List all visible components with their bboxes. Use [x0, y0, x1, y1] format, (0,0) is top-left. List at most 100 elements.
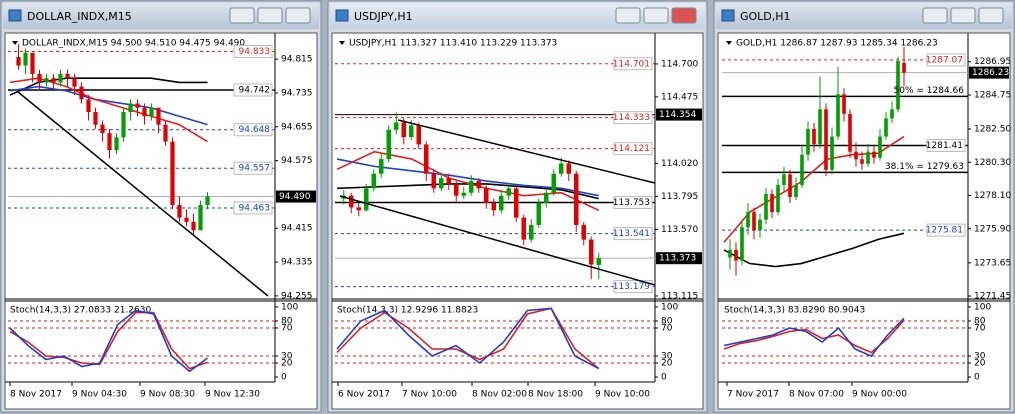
candle-body [386, 129, 391, 160]
candle-body [371, 173, 376, 189]
candle-body [198, 204, 203, 231]
close-button[interactable] [285, 7, 311, 24]
stoch-tick-label: 30 [974, 352, 986, 362]
candle-body [100, 124, 105, 134]
y-tick-label: 94.735 [281, 88, 313, 98]
candle-body [491, 202, 496, 211]
y-tick-label: 114.475 [661, 92, 698, 102]
candle-body [461, 192, 466, 196]
candle-body [163, 124, 168, 142]
y-tick-label: 1275.90 [974, 224, 1011, 234]
y-tick-label: 94.815 [281, 55, 313, 65]
price-box-label: 114.354 [659, 110, 696, 120]
candle-body [128, 103, 133, 112]
maximize-button[interactable] [643, 7, 669, 24]
y-tick-label: 94.255 [281, 291, 313, 301]
stoch-tick-label: 30 [281, 352, 293, 362]
candle-body [878, 136, 882, 158]
candle-body [521, 217, 526, 240]
level-tag [613, 142, 653, 156]
candle-body [866, 151, 870, 164]
time-label: 9 Nov 10:00 [595, 390, 650, 400]
candle-body [836, 94, 840, 137]
candle-body [409, 125, 414, 138]
candle-body [23, 52, 28, 66]
price-box-label: 113.373 [659, 254, 696, 264]
close-button[interactable] [978, 7, 1004, 24]
minimize-button[interactable] [615, 7, 641, 24]
y-tick-label: 1282.50 [974, 125, 1011, 135]
minimize-button[interactable] [229, 7, 255, 24]
candle-body [860, 159, 864, 164]
candle-body [424, 144, 429, 174]
candle-body [544, 192, 549, 203]
y-tick-label: 114.020 [661, 159, 698, 169]
stoch-line [9, 309, 208, 373]
window-icon [335, 9, 349, 22]
candle-body [890, 109, 894, 119]
level-tag [613, 111, 653, 125]
trend-line [339, 195, 656, 286]
level-tag [926, 223, 966, 237]
price-box [969, 66, 1009, 79]
stoch-tick-label: 70 [661, 324, 673, 334]
level-tag [926, 138, 966, 152]
candle-body [574, 173, 579, 225]
minimize-button[interactable] [922, 7, 948, 24]
chart-area [331, 32, 704, 410]
window-icon [721, 9, 735, 22]
moving-average [9, 77, 208, 143]
candle-body [431, 173, 436, 189]
candle-body [788, 174, 792, 198]
candle-body [72, 78, 77, 87]
candle-body [454, 183, 459, 196]
level-label: 113.179 [613, 282, 650, 292]
candle-body [854, 151, 858, 160]
stoch-header: Stoch(14,3,3) 27.0833 21.2630 [10, 306, 151, 316]
y-tick-label: 114.700 [661, 59, 698, 69]
level-label: 114.333 [613, 113, 650, 123]
y-tick-label: 94.415 [281, 224, 313, 234]
trend-line [17, 91, 269, 297]
candle-body [902, 62, 906, 73]
candle-body [830, 136, 834, 170]
price-box-label: 94.490 [279, 192, 311, 202]
level-tag [613, 227, 653, 241]
candle-body [37, 73, 42, 83]
candle-body [121, 111, 126, 138]
price-box [276, 190, 316, 203]
chart-header: USDJPY,H1 113.327 113.410 113.229 113.37… [349, 39, 557, 49]
time-label: 9 Nov 00:00 [852, 390, 907, 400]
candle-body [740, 227, 744, 261]
candle-body [818, 109, 822, 145]
candle-body [782, 174, 786, 185]
level-tag [926, 53, 966, 67]
stoch-line [723, 317, 905, 357]
candle-body [394, 122, 399, 130]
candle-body [439, 178, 444, 189]
candle-body [156, 107, 161, 125]
y-tick-label: 1271.45 [974, 292, 1011, 302]
candle-body [896, 60, 900, 110]
stoch-line [9, 311, 208, 370]
candle-body [58, 73, 63, 83]
level-label: 94.557 [239, 164, 271, 174]
fib-label: 50% = 1284.66 [894, 86, 965, 96]
time-label: 8 Nov 18:00 [528, 390, 583, 400]
maximize-button[interactable] [257, 7, 283, 24]
level-label: 1281.41 [926, 141, 963, 151]
level-tag [233, 201, 273, 215]
price-box-label: 1286.23 [972, 68, 1009, 78]
candle-body [446, 178, 451, 184]
candle-body [734, 249, 738, 261]
stoch-tick-label: 0 [661, 373, 667, 383]
header-arrow [339, 41, 345, 45]
moving-average [336, 150, 600, 212]
close-button[interactable] [671, 7, 697, 24]
moving-average [9, 85, 208, 126]
stoch-tick-label: 80 [661, 317, 673, 327]
maximize-button[interactable] [950, 7, 976, 24]
